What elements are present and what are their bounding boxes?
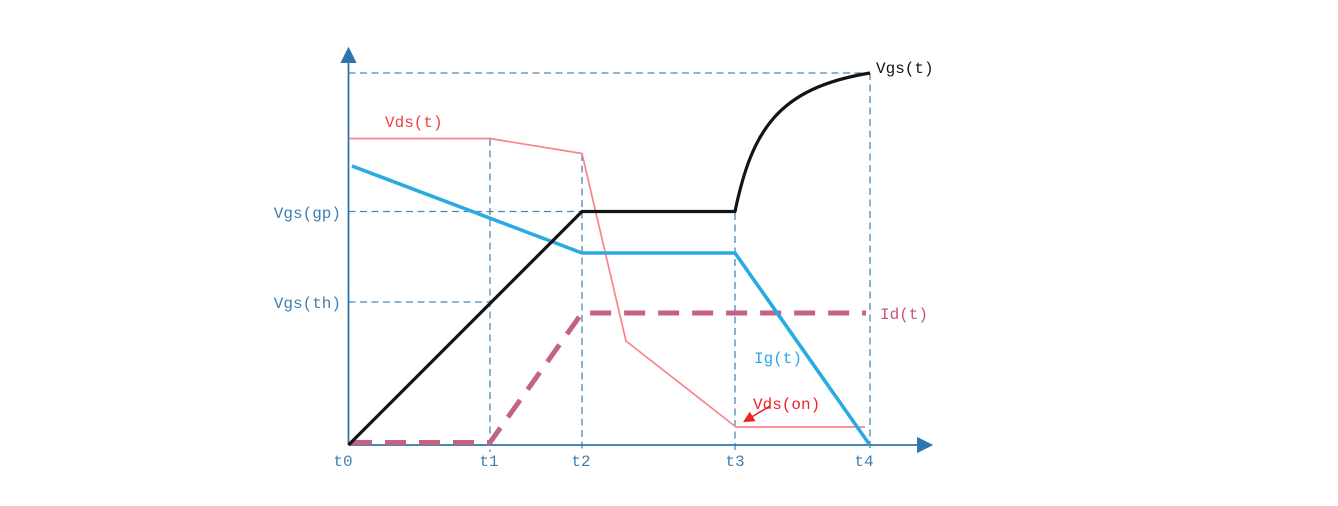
tick-label-t2: t2 — [571, 453, 590, 471]
label-vgs-gp: Vgs(gp) — [274, 205, 341, 223]
label-vds-on: Vds(on) — [753, 396, 820, 414]
tick-label-t4: t4 — [854, 453, 873, 471]
label-vgs-t: Vgs(t) — [876, 60, 934, 78]
series-vds — [349, 137, 865, 428]
label-id-t: Id(t) — [880, 306, 928, 324]
label-ig-t: Ig(t) — [754, 350, 802, 368]
vds-on-pointer — [743, 405, 771, 423]
series-ig — [351, 164, 871, 446]
tick-label-t0: t0 — [333, 453, 352, 471]
series-id — [351, 310, 866, 445]
series-vgs — [347, 71, 871, 447]
tick-label-t3: t3 — [725, 453, 744, 471]
label-vgs-th: Vgs(th) — [274, 295, 341, 313]
label-vds-t: Vds(t) — [385, 114, 443, 132]
tick-label-t1: t1 — [479, 453, 498, 471]
